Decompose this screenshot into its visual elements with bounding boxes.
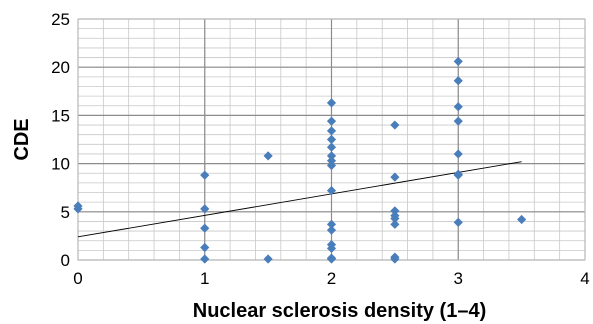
x-tick-label: 2 <box>327 269 336 288</box>
y-tick-label: 15 <box>51 106 70 125</box>
x-tick-label: 0 <box>73 269 82 288</box>
data-point <box>390 213 400 224</box>
data-point <box>326 126 337 136</box>
x-tick-label: 3 <box>454 269 463 288</box>
x-tick-label: 1 <box>200 269 209 288</box>
data-point <box>326 243 337 254</box>
linear-trendline <box>77 161 522 238</box>
data-point <box>326 142 337 152</box>
data-point <box>453 217 463 228</box>
x-axis-tick-labels: 0 1 2 3 4 <box>73 269 589 288</box>
data-point <box>200 223 210 233</box>
data-point <box>453 170 463 180</box>
data-point <box>453 56 463 67</box>
y-tick-label: 25 <box>51 10 70 29</box>
data-point <box>326 160 337 171</box>
y-axis-tick-labels: 0 5 10 15 20 25 <box>51 10 70 270</box>
data-point <box>200 242 210 253</box>
data-point <box>263 254 273 264</box>
data-point <box>390 120 400 130</box>
data-point <box>200 204 210 214</box>
data-point <box>326 156 337 166</box>
data-point <box>453 76 463 86</box>
data-point <box>326 225 337 235</box>
x-tick-label: 4 <box>580 269 589 288</box>
data-point <box>390 219 400 229</box>
data-point <box>326 254 337 264</box>
data-points <box>73 56 527 264</box>
y-tick-label: 0 <box>61 251 70 270</box>
data-point <box>326 185 337 196</box>
y-tick-label: 20 <box>51 58 70 77</box>
data-point <box>453 102 463 112</box>
data-point <box>390 206 400 216</box>
data-point <box>200 170 210 180</box>
data-point <box>200 254 210 264</box>
data-point <box>263 151 273 161</box>
trendline-layer <box>77 161 522 238</box>
y-tick-label: 5 <box>61 203 70 222</box>
data-point <box>453 149 463 159</box>
data-point <box>326 98 337 108</box>
y-axis-title: CDE <box>11 118 33 160</box>
data-point <box>326 151 337 161</box>
y-tick-label: 10 <box>51 155 70 174</box>
data-point <box>73 201 83 211</box>
data-point <box>326 219 337 229</box>
x-axis-title: Nuclear sclerosis density (1–4) <box>193 300 486 322</box>
data-point <box>517 214 527 225</box>
data-point <box>326 134 337 145</box>
data-point <box>453 116 463 126</box>
data-point <box>326 116 337 126</box>
data-point <box>390 172 400 182</box>
data-point <box>390 254 400 264</box>
